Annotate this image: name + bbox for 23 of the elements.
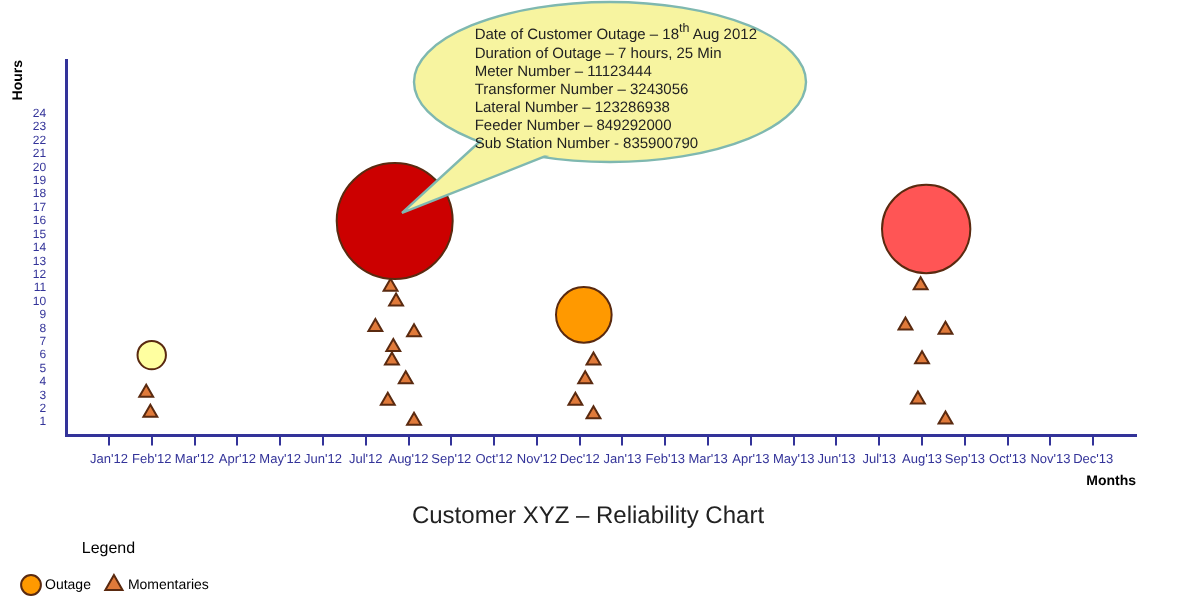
point xyxy=(937,410,954,425)
point xyxy=(138,383,155,398)
point xyxy=(577,370,594,385)
text: Customer XYZ – Reliability Chart xyxy=(411,501,766,530)
point xyxy=(397,370,414,385)
point xyxy=(406,411,422,426)
point xyxy=(382,277,399,292)
point xyxy=(585,351,602,366)
point xyxy=(914,350,930,365)
point xyxy=(406,323,422,338)
point xyxy=(937,320,954,335)
point xyxy=(567,391,584,406)
point xyxy=(384,351,400,366)
point xyxy=(909,390,926,405)
point xyxy=(379,391,396,406)
point xyxy=(367,317,384,332)
point xyxy=(585,405,602,420)
point xyxy=(388,292,405,307)
point xyxy=(142,403,159,418)
point xyxy=(912,276,929,291)
legend-title: Legend xyxy=(81,539,136,558)
point xyxy=(897,316,914,331)
point xyxy=(385,338,402,353)
